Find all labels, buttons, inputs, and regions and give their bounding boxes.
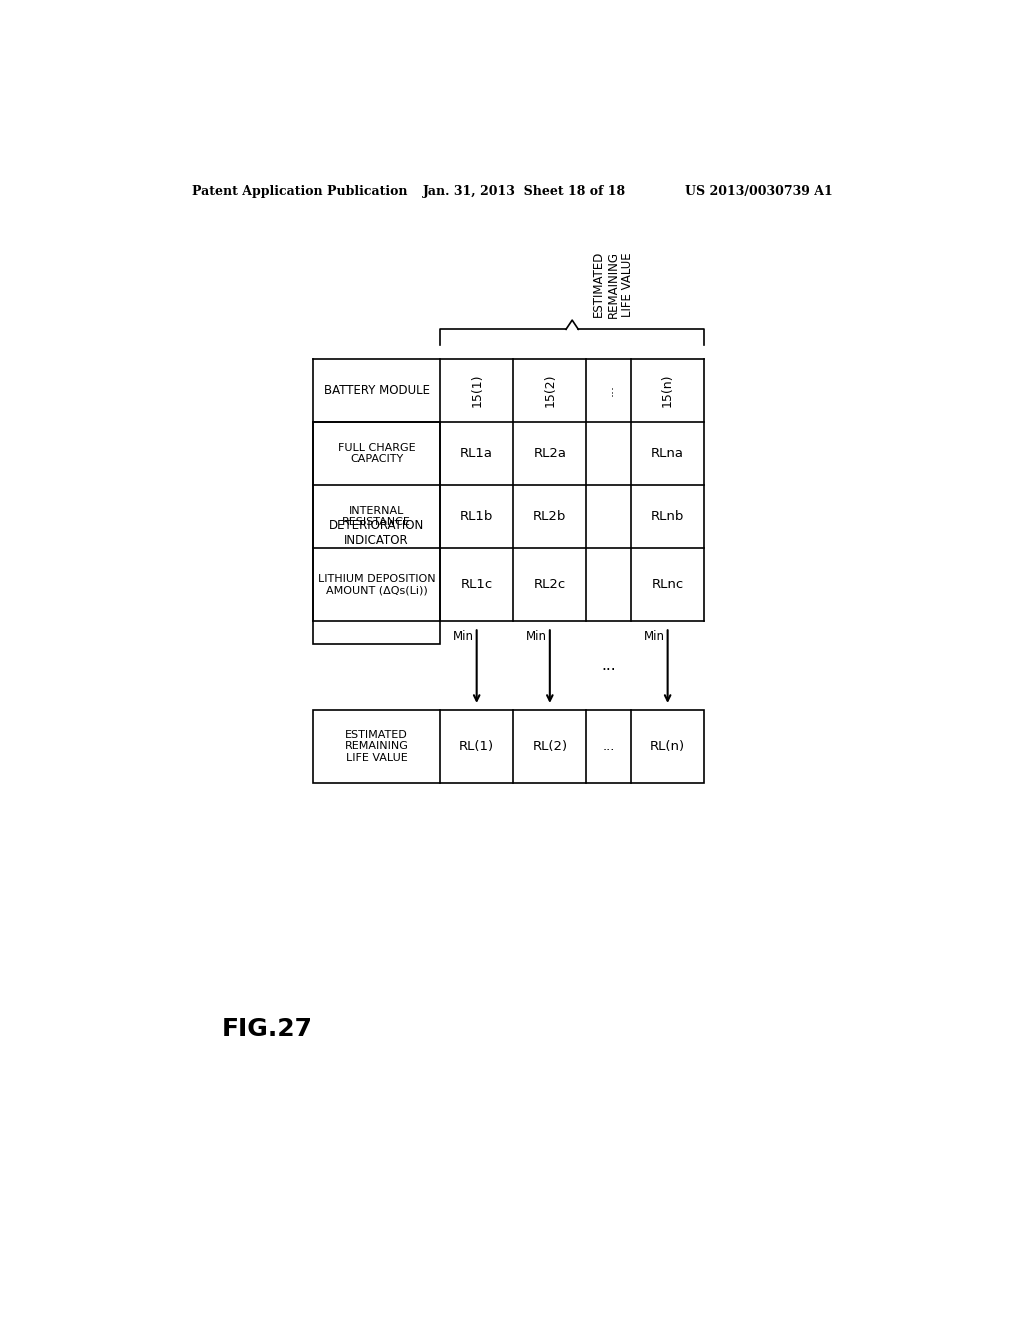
Text: RL1c: RL1c xyxy=(461,578,493,591)
Text: ESTIMATED
REMAINING
LIFE VALUE: ESTIMATED REMAINING LIFE VALUE xyxy=(345,730,409,763)
Text: RL(2): RL(2) xyxy=(532,739,567,752)
Text: RL(1): RL(1) xyxy=(459,739,495,752)
Text: RL1a: RL1a xyxy=(460,446,494,459)
Text: ESTIMATED
REMAINING
LIFE VALUE: ESTIMATED REMAINING LIFE VALUE xyxy=(592,251,635,318)
Text: 15(1): 15(1) xyxy=(470,374,483,407)
Text: ...: ... xyxy=(602,384,615,396)
Text: INTERNAL
RESISTANCE: INTERNAL RESISTANCE xyxy=(342,506,411,527)
Text: Jan. 31, 2013  Sheet 18 of 18: Jan. 31, 2013 Sheet 18 of 18 xyxy=(423,185,627,198)
Text: Patent Application Publication: Patent Application Publication xyxy=(193,185,408,198)
Bar xyxy=(313,710,705,783)
Text: Min: Min xyxy=(453,630,473,643)
Text: LITHIUM DEPOSITION
AMOUNT (ΔQs(Li)): LITHIUM DEPOSITION AMOUNT (ΔQs(Li)) xyxy=(317,574,435,595)
Text: BATTERY MODULE: BATTERY MODULE xyxy=(324,384,430,397)
Text: RL2c: RL2c xyxy=(534,578,566,591)
Text: RL2b: RL2b xyxy=(534,510,566,523)
Text: RL1b: RL1b xyxy=(460,510,494,523)
Text: ...: ... xyxy=(601,657,616,673)
Text: RL2a: RL2a xyxy=(534,446,566,459)
Text: FULL CHARGE
CAPACITY: FULL CHARGE CAPACITY xyxy=(338,442,416,465)
Text: RL(n): RL(n) xyxy=(650,739,685,752)
Text: US 2013/0030739 A1: US 2013/0030739 A1 xyxy=(685,185,833,198)
Text: ...: ... xyxy=(602,739,615,752)
Text: RLna: RLna xyxy=(651,446,684,459)
Text: 15(n): 15(n) xyxy=(662,374,674,407)
Text: Min: Min xyxy=(643,630,665,643)
Text: FIG.27: FIG.27 xyxy=(221,1016,312,1041)
Text: Min: Min xyxy=(525,630,547,643)
Text: 15(2): 15(2) xyxy=(544,374,556,407)
Text: RLnc: RLnc xyxy=(651,578,684,591)
Text: DETERIORATION
INDICATOR: DETERIORATION INDICATOR xyxy=(329,519,424,546)
Text: RLnb: RLnb xyxy=(651,510,684,523)
Bar xyxy=(313,422,440,644)
